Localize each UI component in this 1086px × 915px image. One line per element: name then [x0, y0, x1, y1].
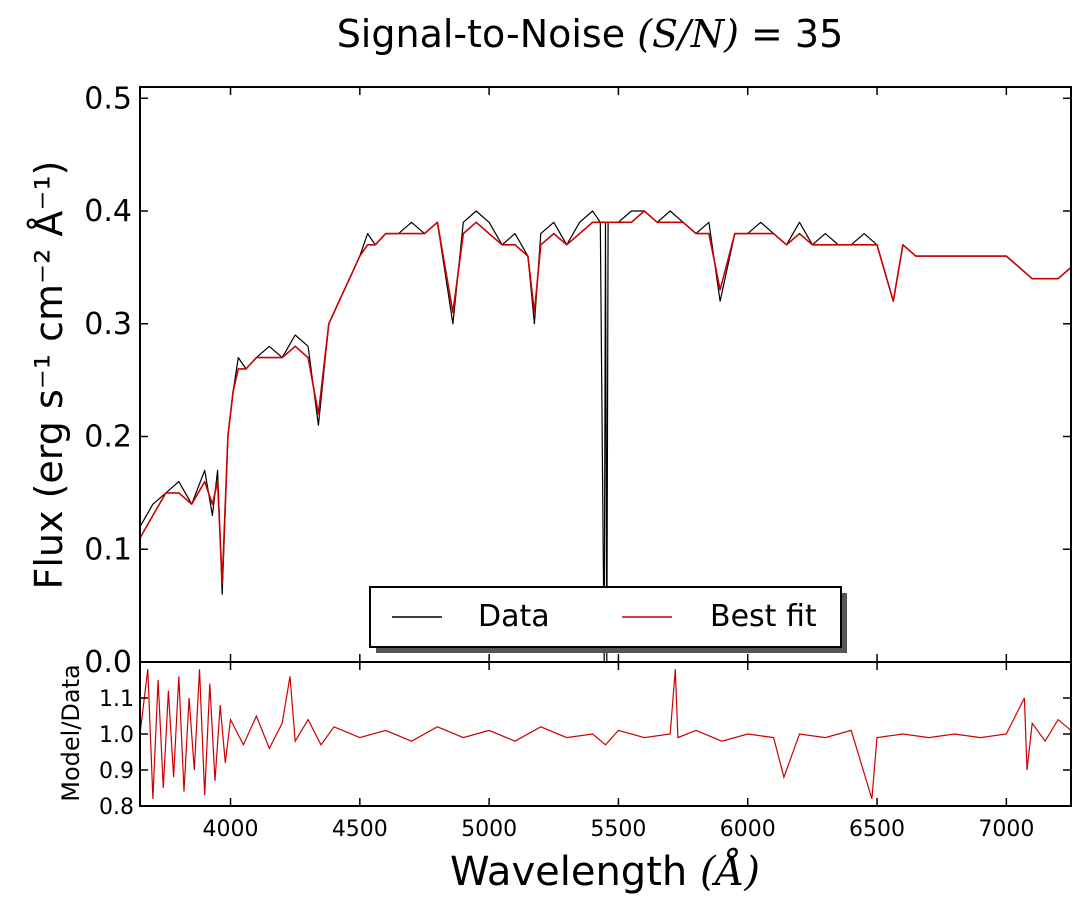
- top-y-tick-label: 0.4: [84, 194, 132, 229]
- top-y-axis-label: Flux (erg s⁻¹ cm⁻² Å⁻¹): [27, 161, 71, 590]
- series-line-model-data-ratio: [139, 669, 1072, 799]
- series-line-best-fit: [139, 210, 1072, 584]
- bottom-panel: 0.8 0.9 1.0 1.1 4000 4500 5000 5500 6000 6500 700…: [57, 87, 1072, 842]
- bottom-y-tick-label: 1.0: [99, 723, 134, 748]
- top-panel: 0.0 0.1 0.2 0.3 0.4 0.5 Flux (erg s⁻¹ cm⁻² Å⁻…: [27, 81, 1072, 680]
- top-y-tick-label: 0.0: [84, 645, 132, 680]
- x-tick-label: 4000: [203, 817, 259, 842]
- top-y-tick-label: 0.3: [84, 307, 132, 342]
- top-y-tick-label: 0.2: [84, 420, 132, 455]
- bottom-y-tick-label: 0.9: [99, 759, 134, 784]
- bottom-y-ticks: 0.8 0.9 1.0 1.1: [99, 687, 1071, 820]
- x-ticks: 4000 4500 5000 5500 6000 6500 7000: [203, 87, 1034, 842]
- x-tick-label: 4500: [332, 817, 388, 842]
- top-y-tick-label: 0.5: [84, 81, 132, 116]
- x-tick-label: 7000: [978, 817, 1034, 842]
- legend: Data Best fit: [369, 586, 847, 653]
- x-axis-label: Wavelength (Å): [450, 848, 760, 895]
- legend-box: [369, 586, 842, 648]
- x-tick-label: 5500: [590, 817, 646, 842]
- top-y-ticks: 0.0 0.1 0.2 0.3 0.4 0.5: [84, 81, 1071, 680]
- x-tick-label: 6000: [720, 817, 776, 842]
- chart-title: Signal-to-Noise (S/N) = 35: [337, 12, 844, 56]
- bottom-y-tick-label: 0.8: [99, 795, 134, 820]
- bottom-series-group: [139, 669, 1072, 799]
- legend-data-label: Data: [478, 599, 550, 634]
- x-tick-label: 6500: [849, 817, 905, 842]
- top-y-tick-label: 0.1: [84, 532, 132, 567]
- bottom-y-tick-label: 1.1: [99, 687, 134, 712]
- x-tick-label: 5000: [461, 817, 517, 842]
- top-series-group: [139, 210, 1072, 663]
- bottom-plot-frame: [139, 661, 1072, 807]
- bottom-y-axis-label: Model/Data: [57, 664, 85, 801]
- legend-bestfit-label: Best fit: [710, 599, 817, 634]
